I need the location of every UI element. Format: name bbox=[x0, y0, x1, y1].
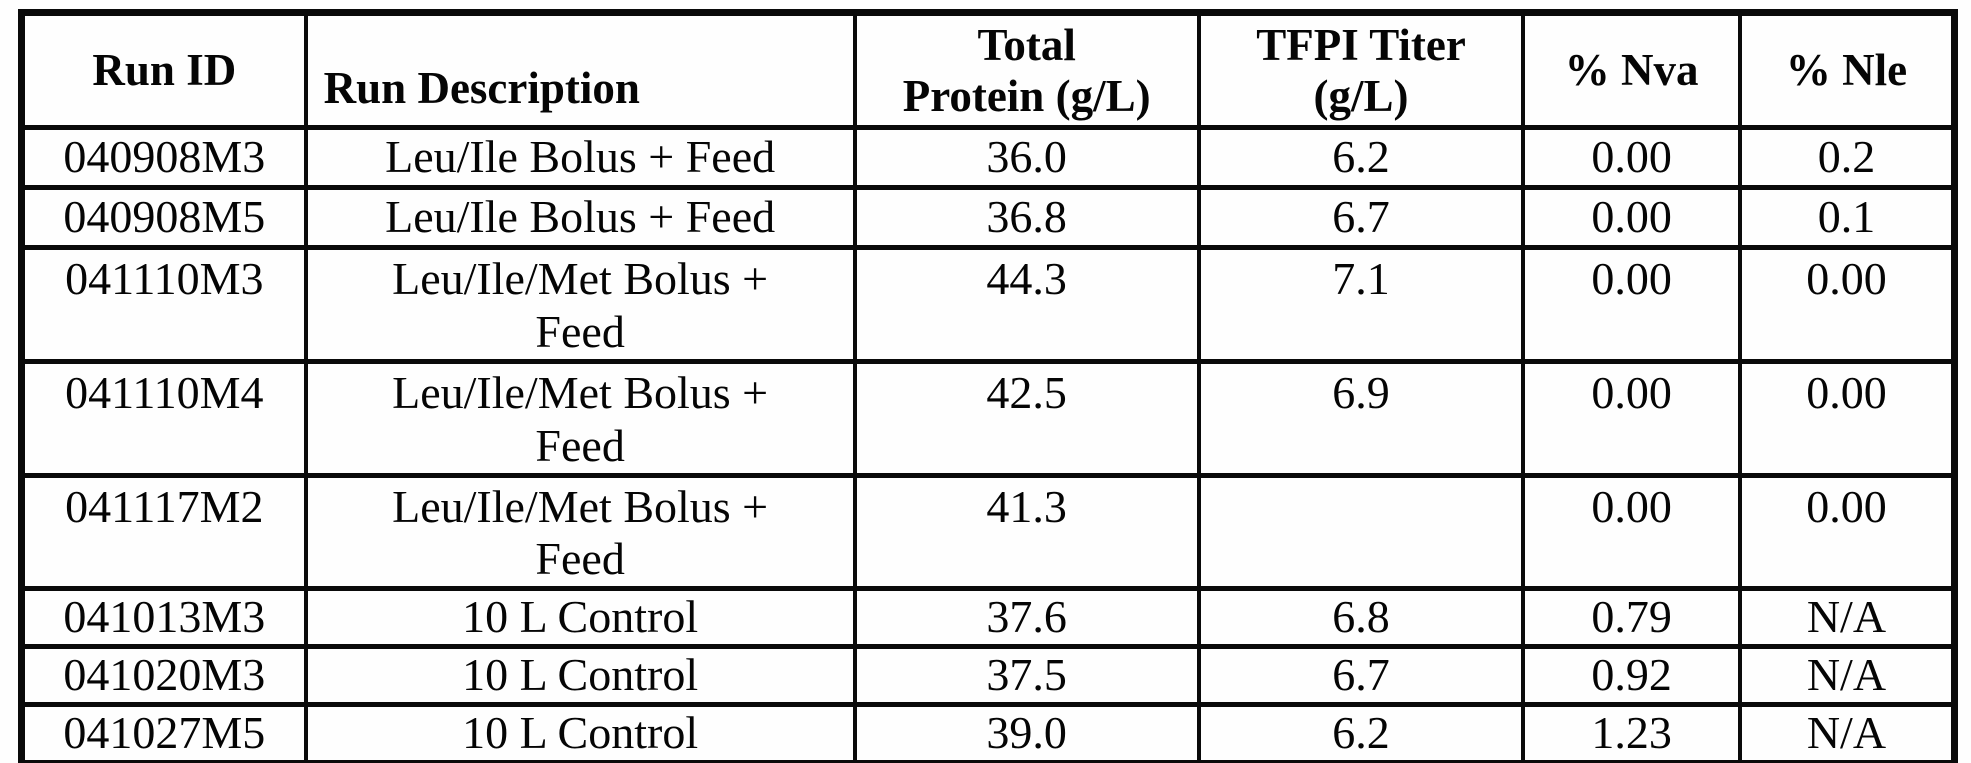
cell-pct-nva: 0.92 bbox=[1521, 644, 1742, 708]
column-header-tfpi-titer: TFPI Titer (g/L) bbox=[1196, 10, 1526, 130]
cell-pct-nva: 0.00 bbox=[1521, 472, 1742, 592]
cell-description: 10 L Control bbox=[303, 644, 857, 708]
cell-run-id: 041027M5 bbox=[19, 702, 308, 763]
cell-total-protein: 41.3 bbox=[852, 472, 1201, 592]
column-header-total-protein: Total Protein (g/L) bbox=[852, 10, 1201, 130]
cell-pct-nva: 1.23 bbox=[1521, 702, 1742, 763]
table-row: 040908M3 Leu/Ile Bolus + Feed 36.0 6.2 0… bbox=[19, 125, 1957, 190]
table-header: Run ID Run Description Total Protein (g/… bbox=[19, 10, 1957, 130]
column-header-run-id: Run ID bbox=[19, 10, 308, 130]
cell-total-protein: 42.5 bbox=[852, 358, 1201, 478]
cell-pct-nle: 0.2 bbox=[1737, 125, 1957, 190]
cell-tfpi-titer: 6.8 bbox=[1196, 586, 1526, 650]
table-body: 040908M3 Leu/Ile Bolus + Feed 36.0 6.2 0… bbox=[19, 125, 1957, 763]
table-row: 040908M5 Leu/Ile Bolus + Feed 36.8 6.7 0… bbox=[19, 185, 1957, 250]
cell-tfpi-titer: 6.2 bbox=[1196, 702, 1526, 763]
header-row: Run ID Run Description Total Protein (g/… bbox=[19, 10, 1957, 130]
cell-run-id: 041110M4 bbox=[19, 358, 308, 478]
cell-description: Leu/Ile/Met Bolus + Feed bbox=[303, 472, 857, 592]
table-row: 041110M4 Leu/Ile/Met Bolus + Feed 42.5 6… bbox=[19, 358, 1957, 478]
cell-run-id: 041013M3 bbox=[19, 586, 308, 650]
cell-pct-nva: 0.00 bbox=[1521, 125, 1742, 190]
cell-tfpi-titer: 7.1 bbox=[1196, 245, 1526, 364]
table-row: 041013M3 10 L Control 37.6 6.8 0.79 N/A bbox=[19, 586, 1957, 650]
cell-run-id: 041020M3 bbox=[19, 644, 308, 708]
cell-pct-nle: N/A bbox=[1737, 586, 1957, 650]
fermentation-runs-table: Run ID Run Description Total Protein (g/… bbox=[18, 9, 1958, 763]
table-row: 041027M5 10 L Control 39.0 6.2 1.23 N/A bbox=[19, 702, 1957, 763]
cell-tfpi-titer: 6.9 bbox=[1196, 358, 1526, 478]
cell-total-protein: 36.0 bbox=[852, 125, 1201, 190]
cell-total-protein: 37.6 bbox=[852, 586, 1201, 650]
cell-tfpi-titer: 6.2 bbox=[1196, 125, 1526, 190]
cell-pct-nle: N/A bbox=[1737, 644, 1957, 708]
table-row: 041110M3 Leu/Ile/Met Bolus + Feed 44.3 7… bbox=[19, 245, 1957, 364]
cell-run-id: 040908M5 bbox=[19, 185, 308, 250]
column-header-pct-nle: % Nle bbox=[1737, 10, 1957, 130]
cell-description: Leu/Ile/Met Bolus + Feed bbox=[303, 358, 857, 478]
cell-description: 10 L Control bbox=[303, 702, 857, 763]
column-header-pct-nva: % Nva bbox=[1521, 10, 1742, 130]
cell-pct-nle: 0.1 bbox=[1737, 185, 1957, 250]
table-row: 041020M3 10 L Control 37.5 6.7 0.92 N/A bbox=[19, 644, 1957, 708]
cell-total-protein: 44.3 bbox=[852, 245, 1201, 364]
cell-pct-nle: 0.00 bbox=[1737, 245, 1957, 364]
cell-description: Leu/Ile/Met Bolus + Feed bbox=[303, 245, 857, 364]
cell-description: Leu/Ile Bolus + Feed bbox=[303, 125, 857, 190]
cell-pct-nva: 0.00 bbox=[1521, 358, 1742, 478]
cell-description: Leu/Ile Bolus + Feed bbox=[303, 185, 857, 250]
cell-tfpi-titer: 6.7 bbox=[1196, 185, 1526, 250]
cell-description: 10 L Control bbox=[303, 586, 857, 650]
cell-total-protein: 36.8 bbox=[852, 185, 1201, 250]
cell-tfpi-titer bbox=[1196, 472, 1526, 592]
cell-total-protein: 39.0 bbox=[852, 702, 1201, 763]
column-header-run-description: Run Description bbox=[303, 10, 857, 130]
cell-pct-nva: 0.79 bbox=[1521, 586, 1742, 650]
cell-pct-nle: N/A bbox=[1737, 702, 1957, 763]
cell-pct-nle: 0.00 bbox=[1737, 472, 1957, 592]
cell-run-id: 041117M2 bbox=[19, 472, 308, 592]
cell-pct-nva: 0.00 bbox=[1521, 185, 1742, 250]
cell-pct-nva: 0.00 bbox=[1521, 245, 1742, 364]
cell-run-id: 040908M3 bbox=[19, 125, 308, 190]
cell-total-protein: 37.5 bbox=[852, 644, 1201, 708]
cell-run-id: 041110M3 bbox=[19, 245, 308, 364]
cell-tfpi-titer: 6.7 bbox=[1196, 644, 1526, 708]
cell-pct-nle: 0.00 bbox=[1737, 358, 1957, 478]
table-row: 041117M2 Leu/Ile/Met Bolus + Feed 41.3 0… bbox=[19, 472, 1957, 592]
